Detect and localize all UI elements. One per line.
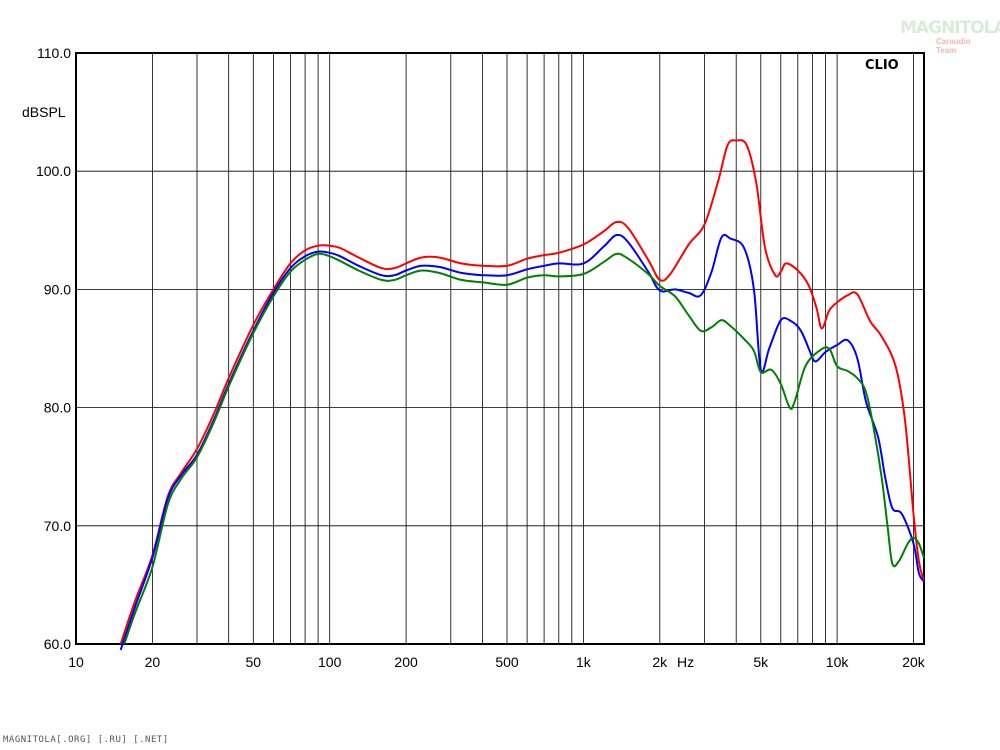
watermark-sub-text: Caraudio Team [936,37,971,55]
y-tick-label: 90.0 [44,281,71,297]
footer-credit: MAGNITOLA[.ORG] [.RU] [.NET] [3,735,169,745]
y-tick-label: 80.0 [44,400,71,416]
x-axis-unit-label: Hz [677,654,694,670]
y-tick-label: 110.0 [37,45,71,61]
magnitola-watermark-logo: MAGNITOLA Caraudio Team [900,18,1000,55]
x-tick-label: 20 [145,654,161,670]
series-line-3 [123,252,925,645]
x-tick-label: 100 [318,654,342,670]
x-tick-label: 10 [68,654,84,670]
x-tick-label: 500 [495,654,519,670]
y-axis-ticks: 60.0 70.0 80.0 90.0 100.0 110.0 [36,45,71,652]
plot-area [76,53,924,644]
x-tick-label: 5k [753,654,769,670]
x-axis-ticks: 10 20 50 100 200 500 1k 2k 5k 10k 20k [68,654,926,670]
y-tick-label: 100.0 [36,163,71,179]
series-line-1 [119,139,925,645]
x-tick-label: 200 [394,654,418,670]
series-layer [119,139,925,651]
y-axis-label: dBSPL [22,104,66,120]
watermark-main-text: MAGNITOLA [900,18,1000,38]
grid [76,53,924,644]
x-tick-label: 1k [576,654,592,670]
clio-brand-label: CLIO [865,58,899,73]
plot-frame [75,52,925,645]
y-tick-label: 60.0 [44,636,71,652]
x-tick-label: 10k [826,654,850,670]
series-line-2 [119,233,925,651]
y-tick-label: 70.0 [44,518,71,534]
x-tick-label: 20k [902,654,926,670]
x-tick-label: 50 [246,654,262,670]
x-tick-label: 2k [652,654,668,670]
